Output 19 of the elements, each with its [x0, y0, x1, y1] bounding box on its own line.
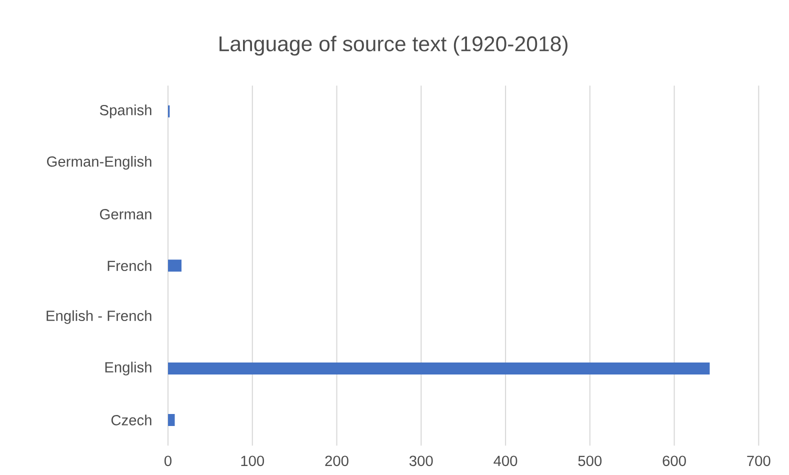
x-tick-label: 700 [747, 456, 770, 466]
x-tick-label: 100 [241, 456, 264, 466]
x-tick-label: 300 [409, 456, 433, 466]
x-tick-label: 400 [494, 456, 518, 466]
bar [168, 362, 710, 375]
y-tick-label: English - French [46, 310, 152, 324]
y-tick-label: English [105, 362, 152, 376]
bar [168, 260, 182, 272]
x-tick-label: 500 [578, 456, 602, 466]
chart-title: Language of source text (1920-2018) [220, 36, 568, 56]
y-tick-label: French [108, 260, 152, 272]
x-tick-label: 200 [325, 456, 348, 466]
x-tick-label: 0 [164, 456, 172, 466]
y-tick-label: German-English [47, 156, 152, 170]
x-tick-label: 600 [662, 456, 686, 466]
y-tick-label: Czech [111, 414, 152, 426]
y-tick-label: German [100, 209, 152, 220]
bar [168, 414, 175, 426]
y-tick-label: Spanish [100, 104, 152, 118]
